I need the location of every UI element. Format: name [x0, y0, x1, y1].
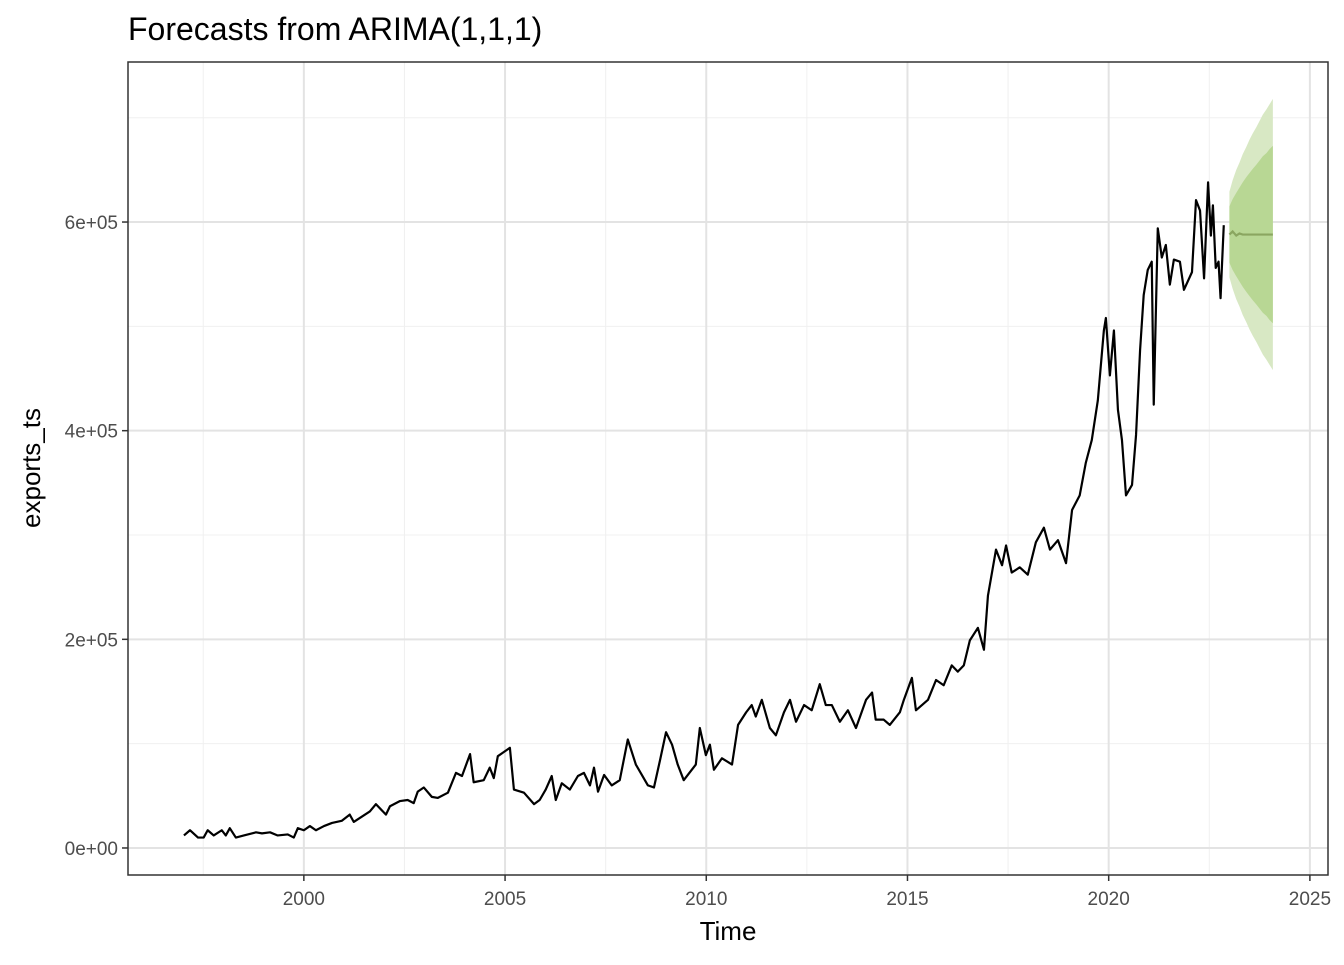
- forecast-line: [1228, 229, 1273, 238]
- x-tick-label: 2015: [886, 889, 928, 910]
- x-tick-label: 2005: [484, 889, 526, 910]
- y-tick-label: 4e+05: [65, 422, 118, 443]
- x-tick-label: 2010: [685, 889, 727, 910]
- data-line: [183, 181, 1225, 839]
- y-tick-label: 0e+00: [65, 839, 118, 860]
- y-axis-title: exports_ts: [16, 408, 46, 528]
- plot-border: [127, 61, 1329, 876]
- grid: [128, 62, 1328, 875]
- x-axis-title: Time: [700, 916, 757, 946]
- y-tick-label: 6e+05: [65, 213, 118, 234]
- x-tick-label: 2020: [1088, 889, 1130, 910]
- x-tick-label: 2000: [283, 889, 325, 910]
- y-tick-label: 2e+05: [65, 630, 118, 651]
- chart-title: Forecasts from ARIMA(1,1,1): [128, 11, 542, 47]
- x-tick-label: 2025: [1289, 889, 1331, 910]
